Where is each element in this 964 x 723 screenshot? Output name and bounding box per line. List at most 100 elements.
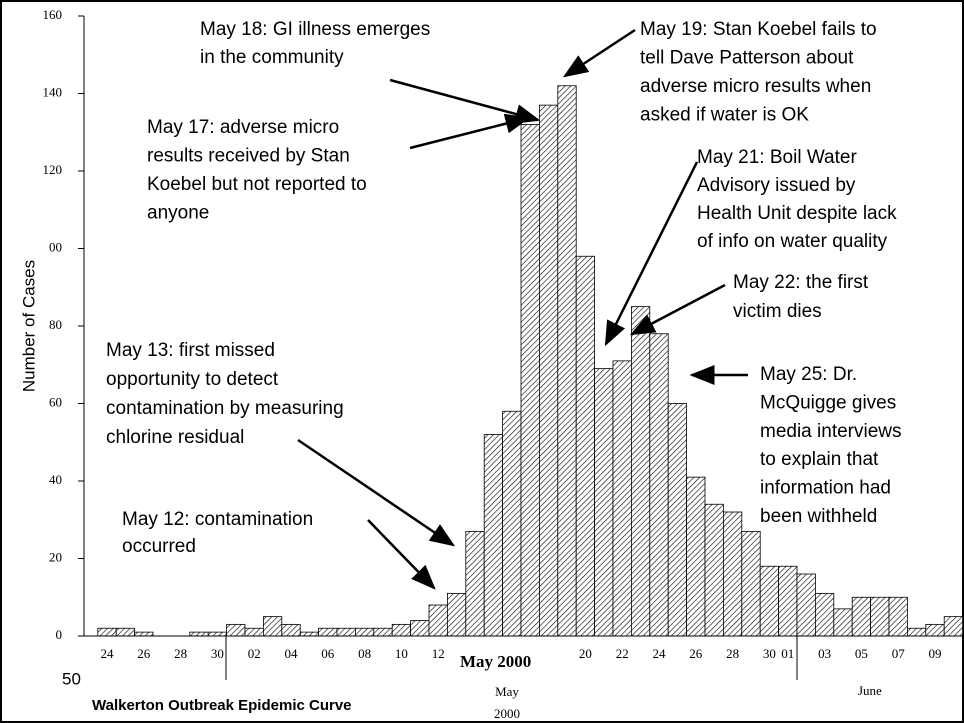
- annotation: asked if water is OK: [640, 105, 809, 126]
- bar: [115, 627, 135, 637]
- bar: [446, 592, 467, 637]
- bar: [281, 623, 301, 637]
- bar: [815, 592, 835, 637]
- bar: [925, 623, 945, 637]
- bar: [667, 403, 688, 637]
- annotation: information had: [760, 478, 891, 499]
- bar: [557, 85, 577, 637]
- y-tick-label: 160: [43, 7, 63, 22]
- bar: [336, 627, 356, 637]
- bar: [299, 631, 320, 637]
- bar: [649, 333, 669, 637]
- y-tick-label: 40: [49, 472, 62, 487]
- bar: [851, 596, 872, 637]
- x-tick-label: 03: [818, 646, 831, 661]
- x-tick-label: 26: [137, 646, 151, 661]
- bar: [226, 623, 246, 637]
- y-tick-label: 60: [49, 394, 62, 409]
- annotation: May 25: Dr.: [760, 364, 857, 385]
- annotation: May 18: GI illness emerges: [200, 19, 430, 40]
- month-label: June: [858, 683, 882, 698]
- x-tick-label: 22: [616, 646, 629, 661]
- annotation: contamination by measuring: [106, 398, 344, 419]
- bar: [428, 604, 448, 637]
- x-tick-label: 28: [726, 646, 739, 661]
- x-tick-label: 06: [321, 646, 335, 661]
- bar: [483, 434, 504, 637]
- x-tick-label: 02: [248, 646, 261, 661]
- x-tick-label: 04: [285, 646, 299, 661]
- bar: [97, 627, 117, 637]
- annotation: occurred: [122, 536, 196, 557]
- x-tick-label: 10: [395, 646, 408, 661]
- annotation: May 19: Stan Koebel fails to: [640, 19, 877, 40]
- x-tick-label: 24: [653, 646, 667, 661]
- annotation: adverse micro results when: [640, 76, 871, 97]
- x-tick-label: 20: [579, 646, 592, 661]
- bar: [575, 255, 596, 637]
- y-tick-label: 140: [43, 84, 63, 99]
- bar: [502, 410, 522, 637]
- annotation: media interviews: [760, 421, 902, 442]
- annotation: May 13: first missed: [106, 340, 275, 361]
- x-tick-label: 01: [781, 646, 794, 661]
- y-axis-label: Number of Cases: [19, 260, 38, 392]
- annotation: of info on water quality: [697, 231, 888, 252]
- x-tick-label: 07: [892, 646, 906, 661]
- bar: [907, 627, 927, 637]
- bar: [520, 124, 540, 637]
- y-tick-label: 80: [49, 317, 62, 332]
- month-label: May: [495, 684, 519, 699]
- x-tick-label: 08: [358, 646, 371, 661]
- bar: [539, 104, 559, 637]
- bar: [354, 627, 375, 637]
- x-tick-label: 30: [763, 646, 776, 661]
- bar: [594, 368, 614, 637]
- x-tick-label: 26: [689, 646, 703, 661]
- bar: [262, 616, 283, 637]
- annotation: tell Dave Patterson about: [640, 48, 854, 69]
- bar: [759, 565, 780, 637]
- annotation: May 22: the first: [733, 272, 869, 293]
- bar: [943, 616, 964, 637]
- x-tick-label: 09: [929, 646, 942, 661]
- x-tick-label: 28: [174, 646, 187, 661]
- annotation: been withheld: [760, 506, 877, 527]
- bar: [189, 631, 209, 637]
- annotation: results received by Stan: [147, 146, 350, 167]
- x-tick-label: 12: [432, 646, 445, 661]
- bar: [796, 573, 816, 637]
- annotation: Koebel but not reported to: [147, 174, 367, 195]
- bar: [410, 620, 430, 637]
- x-tick-label: 05: [855, 646, 868, 661]
- annotation: Health Unit despite lack: [697, 203, 897, 224]
- annotation: opportunity to detect: [106, 369, 279, 390]
- annotation: anyone: [147, 203, 209, 224]
- month-label: 2000: [494, 706, 520, 721]
- bar: [318, 627, 338, 637]
- bar: [870, 596, 890, 637]
- bar: [391, 623, 412, 637]
- annotation: May 21: Boil Water: [697, 147, 857, 168]
- bar: [134, 631, 154, 637]
- bar: [465, 530, 485, 637]
- annotation: May 12: contamination: [122, 509, 313, 530]
- x-axis-label: May 2000: [460, 652, 531, 671]
- chart-title: Walkerton Outbreak Epidemic Curve: [92, 697, 352, 714]
- annotation: victim dies: [733, 301, 822, 322]
- annotation: in the community: [200, 47, 344, 68]
- annotation: May 17: adverse micro: [147, 117, 339, 138]
- y-tick-label: 20: [49, 549, 62, 564]
- bar: [373, 627, 393, 637]
- annotation: chlorine residual: [106, 427, 244, 448]
- y-tick-label: 00: [49, 239, 62, 254]
- bar: [741, 530, 761, 637]
- bar: [244, 627, 264, 637]
- bar: [704, 503, 724, 637]
- bar: [888, 596, 908, 637]
- bar: [207, 631, 227, 637]
- y-tick-label: 120: [43, 162, 63, 177]
- bar: [833, 608, 853, 637]
- x-tick-label: 30: [211, 646, 224, 661]
